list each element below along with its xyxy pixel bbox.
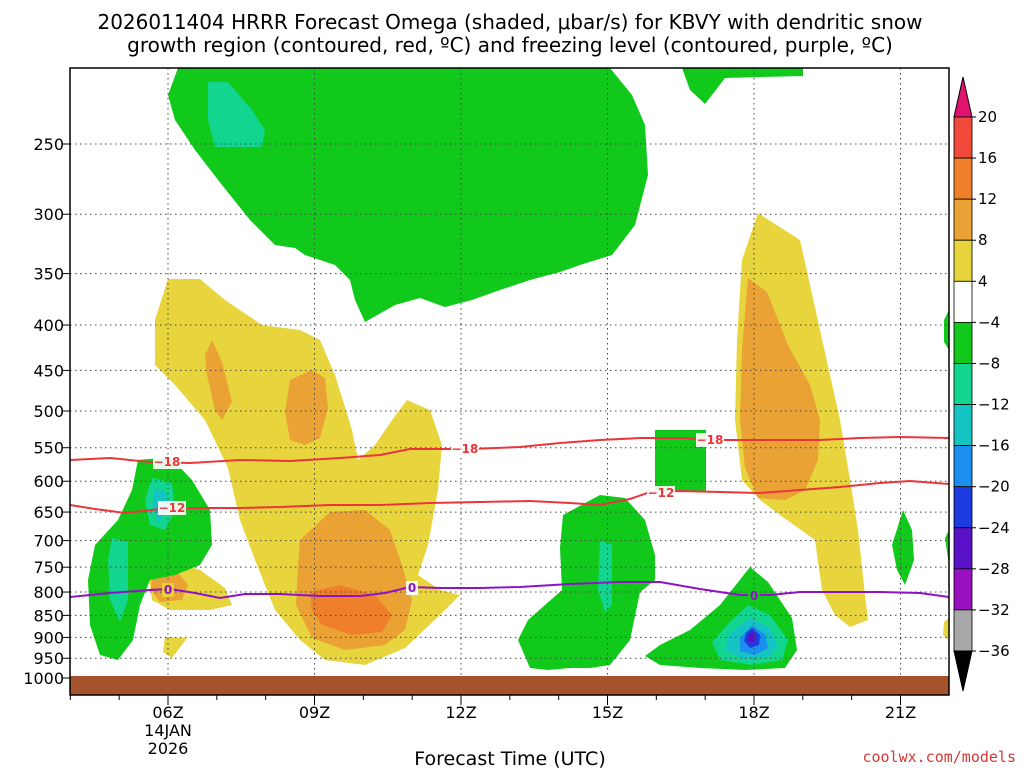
colorbar-tick-label: −24	[978, 519, 1010, 537]
contour-labels: −18 −18 −18 −12 −12 0 0 0	[153, 433, 760, 603]
x-axis: 06Z 09Z 12Z 15Z 18Z 21Z	[69, 695, 916, 722]
y-tick-label-600: 600	[33, 472, 64, 491]
colorbar-swatch-9	[953, 486, 973, 529]
colorbar: 20 16 12 8 4 −4 −8 −12 −16 −20 −24 −28 −32 −36	[953, 76, 1010, 692]
freezing-label-a: 0	[164, 583, 172, 597]
x-axis-title: Forecast Time (UTC)	[414, 748, 605, 768]
contour-label-minus-18-c: −18	[697, 433, 724, 447]
chart-title-line-1: 2026011404 HRRR Forecast Omega (shaded, …	[97, 10, 922, 34]
omega-region-ascent-mid-right-8	[598, 540, 612, 612]
x-tick-label-21Z: 21Z	[885, 703, 916, 722]
omega-region-top-ascent-right	[682, 68, 803, 104]
contour-label-minus-18-b: −18	[452, 442, 479, 456]
colorbar-tick-label: −16	[978, 437, 1010, 455]
ground-surface	[70, 676, 949, 695]
omega-region-descent-small-b	[163, 637, 187, 658]
omega-region-ascent-box	[655, 430, 706, 492]
y-tick-label-1000: 1000	[23, 669, 64, 688]
colorbar-swatch-10	[953, 527, 973, 570]
y-tick-label-300: 300	[33, 205, 64, 224]
y-axis: 250 300 350 400 450 500 550 600 650 700 750 800 850 9…	[23, 135, 70, 688]
omega-region-descent-small-c	[943, 618, 949, 640]
omega-region-upper-ascent-core	[208, 82, 265, 147]
y-tick-label-550: 550	[33, 439, 64, 458]
x-date-label-month: 14JAN	[144, 721, 192, 740]
x-tick-label-15Z: 15Z	[592, 703, 623, 722]
colorbar-tick-label: 20	[978, 108, 997, 126]
contour-label-minus-12-a: −12	[159, 501, 186, 515]
freezing-label-b: 0	[408, 581, 416, 595]
colorbar-tick-label: −32	[978, 601, 1010, 619]
y-tick-label-750: 750	[33, 558, 64, 577]
colorbar-tick-label: 12	[978, 190, 997, 208]
colorbar-top-arrow	[953, 76, 973, 118]
colorbar-swatch-7	[953, 404, 973, 447]
colorbar-tick-label: −8	[978, 354, 1000, 372]
plot-grid	[70, 68, 949, 676]
colorbar-tick-label: −4	[978, 313, 1000, 331]
credit-text: coolwx.com/models	[862, 748, 1016, 766]
contour-minus-18	[70, 435, 949, 465]
y-tick-label-850: 850	[33, 606, 64, 625]
colorbar-tick-label: 16	[978, 149, 997, 167]
colorbar-tick-label: −12	[978, 396, 1010, 414]
colorbar-swatch-4	[953, 280, 973, 323]
y-tick-label-950: 950	[33, 649, 64, 668]
omega-region-ascent-far-right	[892, 510, 914, 585]
y-tick-label-700: 700	[33, 532, 64, 551]
omega-region-ascent-left-8b	[108, 538, 128, 622]
y-tick-label-800: 800	[33, 583, 64, 602]
temperature-contours	[70, 435, 949, 600]
omega-region-descent-right-8	[740, 278, 820, 500]
omega-region-descent-12	[310, 585, 392, 635]
colorbar-swatch-3	[953, 239, 973, 282]
y-tick-label-400: 400	[33, 316, 64, 335]
omega-region-descent-8-mid	[285, 370, 328, 445]
contour-minus-12	[70, 479, 949, 515]
contour-freezing-level	[70, 581, 949, 600]
omega-region-upper-ascent	[168, 68, 648, 322]
colorbar-swatch-8	[953, 445, 973, 488]
y-tick-label-900: 900	[33, 628, 64, 647]
y-tick-label-450: 450	[33, 361, 64, 380]
colorbar-tick-label: 4	[978, 272, 988, 290]
colorbar-swatch-0	[953, 116, 973, 159]
omega-region-ascent-edge	[944, 310, 949, 350]
x-tick-label-12Z: 12Z	[445, 703, 476, 722]
y-tick-label-350: 350	[33, 265, 64, 284]
colorbar-tick-label: −20	[978, 478, 1010, 496]
contour-label-minus-18-a: −18	[154, 455, 181, 469]
plot-area: −18 −18 −18 −12 −12 0 0 0	[70, 68, 949, 695]
x-date-label-year: 2026	[148, 739, 189, 758]
colorbar-swatch-11	[953, 568, 973, 611]
colorbar-tick-label: 8	[978, 231, 988, 249]
omega-region-descent-8-left	[205, 340, 232, 420]
colorbar-swatch-1	[953, 157, 973, 200]
colorbar-tick-label: −28	[978, 560, 1010, 578]
contour-label-minus-12-b: −12	[648, 486, 675, 500]
chart-title-line-2: growth region (contoured, red, ºC) and f…	[127, 33, 893, 57]
colorbar-swatch-6	[953, 363, 973, 405]
colorbar-swatch-12	[953, 609, 973, 652]
y-tick-label-250: 250	[33, 135, 64, 154]
y-tick-label-500: 500	[33, 402, 64, 421]
colorbar-tick-label: −36	[978, 642, 1010, 660]
y-tick-label-650: 650	[33, 503, 64, 522]
x-tick-label-18Z: 18Z	[738, 703, 769, 722]
x-tick-label-09Z: 09Z	[299, 703, 330, 722]
x-tick-label-06Z: 06Z	[152, 703, 183, 722]
colorbar-swatch-2	[953, 198, 973, 241]
omega-region-ascent-edge-low	[945, 530, 949, 565]
colorbar-bottom-arrow	[953, 650, 973, 692]
colorbar-swatch-5	[953, 321, 973, 364]
freezing-label-c: 0	[750, 589, 758, 603]
